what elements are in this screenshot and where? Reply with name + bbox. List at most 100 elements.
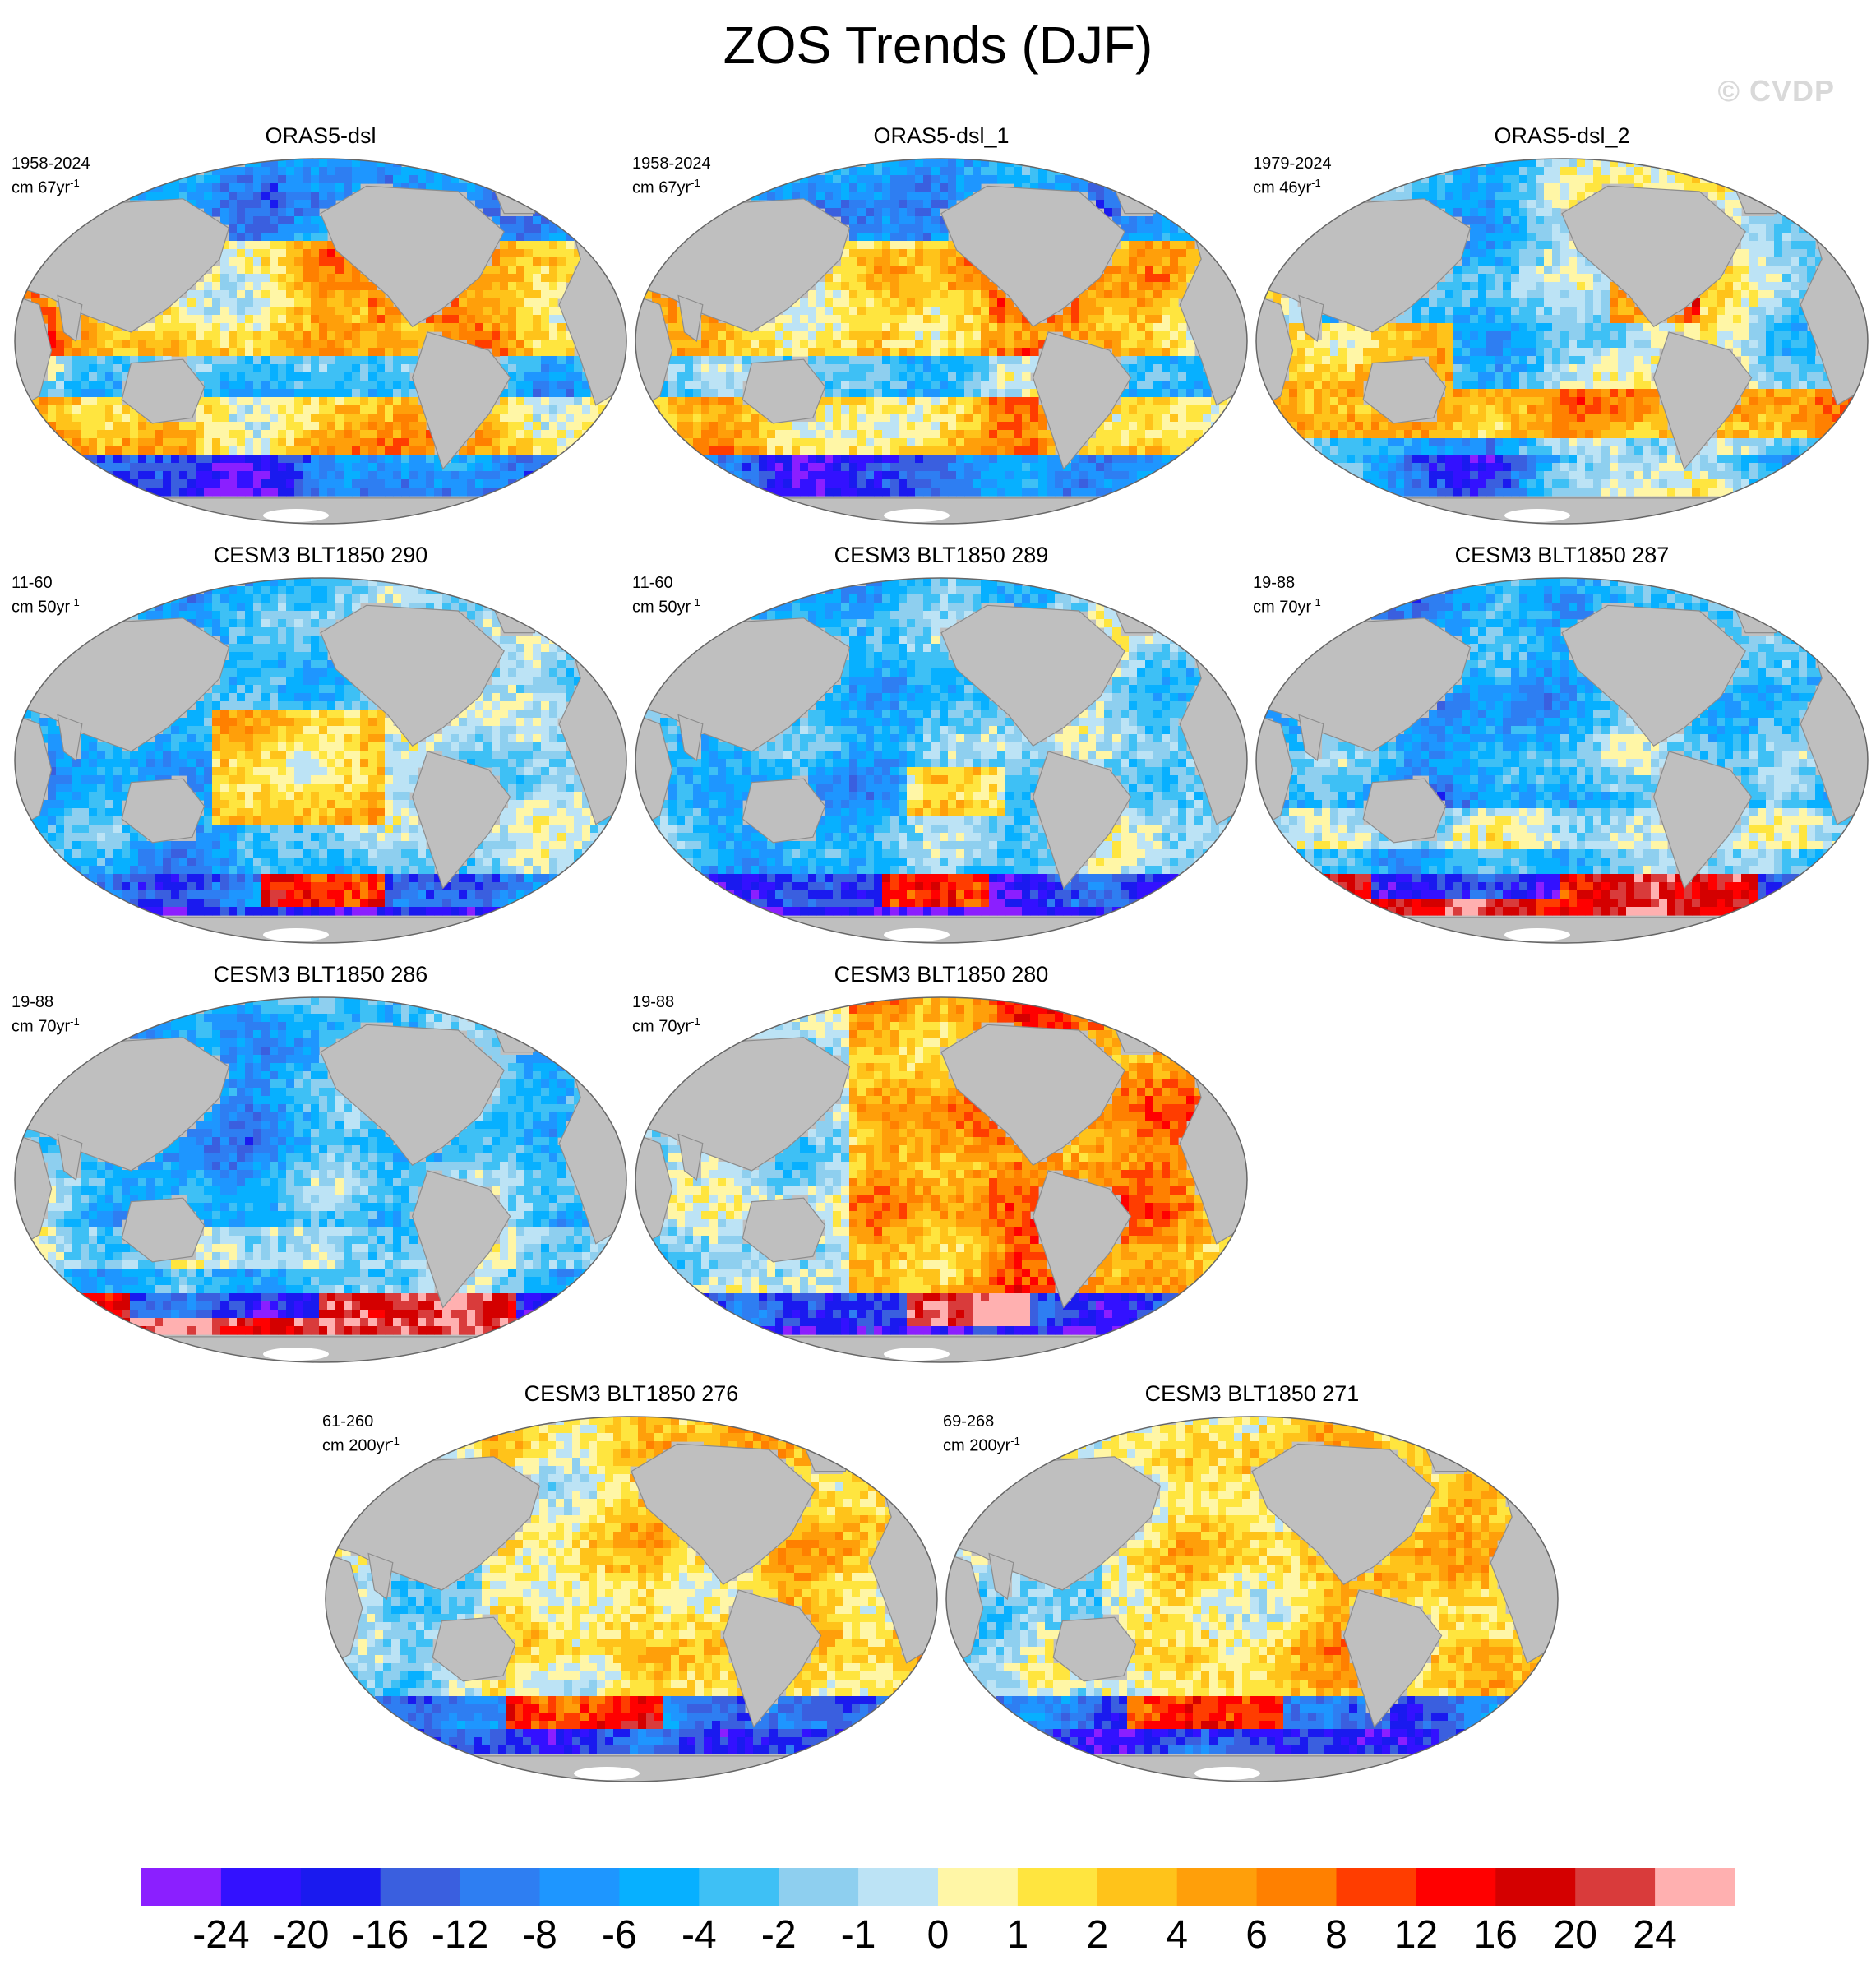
map-border (635, 158, 1248, 525)
panel-years: 11-60 (632, 574, 673, 592)
panel-units: cm 70yr-1 (1253, 594, 1321, 617)
landmass (15, 294, 53, 412)
map-panel: CESM3 BLT1850 271 69-268 cm 200yr-1 (940, 1381, 1564, 1792)
map-panel: ORAS5-dsl_1 1958-2024 cm 67yr-1 (629, 123, 1254, 534)
map-border (14, 577, 627, 944)
colorbar-swatch (619, 1868, 700, 1906)
colorbar-tick-label: 6 (1245, 1913, 1268, 1957)
colorbar-swatch (938, 1868, 1019, 1906)
colorbar-swatch (1336, 1868, 1416, 1906)
map-border (14, 996, 627, 1363)
panel-units-exponent: -1 (691, 1015, 700, 1028)
landmass (1052, 1616, 1137, 1682)
panel-title: ORAS5-dsl (265, 123, 377, 148)
map-panel: ORAS5-dsl_2 1979-2024 cm 46yr-1 (1250, 123, 1874, 534)
map-border (14, 158, 627, 525)
landmass (15, 1133, 53, 1251)
panel-units-exponent: -1 (1311, 596, 1321, 608)
colorbar-tick-label: 2 (1086, 1913, 1109, 1957)
landmass (742, 778, 826, 844)
ice-shelf (884, 1348, 950, 1361)
landmass (1362, 778, 1447, 844)
panel-title: CESM3 BLT1850 280 (834, 962, 1049, 987)
panel-years: 1958-2024 (12, 155, 90, 173)
landmass (1251, 1443, 1436, 1585)
colorbar-tick-label: -8 (522, 1913, 557, 1957)
landmass (1032, 751, 1132, 890)
ice-shelf (1194, 1767, 1260, 1780)
landmass (1652, 751, 1753, 890)
sea-level-trend-field (15, 578, 626, 943)
colorbar-tick-label: -4 (681, 1913, 717, 1957)
map-border (1255, 577, 1869, 944)
landmass (411, 751, 511, 890)
panel-units-base: cm 200yr (322, 1436, 390, 1455)
landmass (15, 714, 53, 831)
landmass (677, 294, 704, 343)
sea-level-trend-field (1256, 159, 1868, 524)
landmass (320, 185, 505, 327)
landmass (1032, 331, 1132, 470)
colorbar-swatch (779, 1868, 859, 1906)
landmass (1561, 185, 1746, 327)
panel-units-exponent: -1 (70, 177, 80, 189)
landmass (677, 1133, 704, 1181)
panel-units-base: cm 200yr (943, 1436, 1011, 1455)
landmass (940, 1024, 1125, 1166)
colorbar-swatch (300, 1868, 381, 1906)
panel-years: 1979-2024 (1253, 155, 1332, 173)
panel-units-exponent: -1 (1311, 177, 1321, 189)
colorbar-labels: -24 -20 -16 -12 -8 -6 -4 -2 -1 0 1 2 4 6 8 12 16 20 24 (0, 1912, 1876, 1958)
panel-units: cm 70yr-1 (12, 1013, 80, 1036)
map-panel: CESM3 BLT1850 280 19-88 cm 70yr-1 (629, 962, 1254, 1373)
panel-years: 19-88 (632, 993, 675, 1011)
watermark: © CVDP (1717, 74, 1835, 108)
landmass (946, 1755, 1558, 1782)
landmass (15, 917, 626, 943)
landmass (742, 358, 826, 424)
landmass (1298, 714, 1324, 762)
world-map (1255, 577, 1869, 944)
landmass (635, 714, 673, 831)
panel-units-exponent: -1 (70, 1015, 80, 1028)
map-border (635, 996, 1248, 1363)
world-map (635, 158, 1248, 525)
ice-shelf (884, 509, 950, 522)
ice-shelf (574, 1767, 640, 1780)
colorbar-tick-label: 1 (1006, 1913, 1029, 1957)
panel-title: CESM3 BLT1850 289 (834, 543, 1049, 567)
colorbar-swatch (1495, 1868, 1576, 1906)
panel-units-base: cm 70yr (632, 1017, 691, 1036)
panel-units-exponent: -1 (1010, 1435, 1020, 1447)
panel-years: 19-88 (1253, 574, 1296, 592)
ice-shelf (263, 1348, 329, 1361)
panel-units: cm 50yr-1 (12, 594, 80, 617)
panel-title: CESM3 BLT1850 276 (524, 1381, 739, 1406)
panel-units-base: cm 67yr (632, 178, 691, 197)
colorbar-tick-label: 20 (1553, 1913, 1597, 1957)
panel-units: cm 46yr-1 (1253, 174, 1321, 197)
world-map (945, 1416, 1559, 1782)
colorbar-tick-label: 12 (1393, 1913, 1439, 1957)
landmass (635, 294, 673, 412)
landmass (742, 1197, 826, 1263)
colorbar-tick-label: 8 (1325, 1913, 1347, 1957)
panel-years: 19-88 (12, 993, 54, 1011)
panel-units: cm 70yr-1 (632, 1013, 700, 1036)
landmass (57, 1133, 83, 1181)
ice-shelf (263, 509, 329, 522)
sea-level-trend-field (15, 997, 626, 1362)
landmass (1362, 358, 1447, 424)
panel-units-base: cm 70yr (1253, 598, 1312, 617)
landmass (940, 604, 1125, 747)
landmass (57, 294, 83, 343)
panel-years: 1958-2024 (632, 155, 711, 173)
landmass (15, 497, 626, 524)
colorbar-swatch (1575, 1868, 1656, 1906)
landmass (320, 604, 505, 747)
world-map (14, 996, 627, 1363)
colorbar-tick-label: -12 (431, 1913, 489, 1957)
landmass (121, 778, 206, 844)
colorbar-tick-label: -2 (760, 1913, 797, 1957)
landmass (326, 1755, 937, 1782)
